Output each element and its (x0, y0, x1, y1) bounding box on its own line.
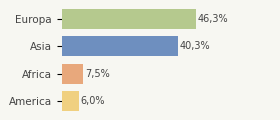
Bar (62, 64, 83, 84)
Text: 6,0%: 6,0% (80, 96, 105, 106)
Text: 46,3%: 46,3% (197, 14, 228, 24)
Text: 40,3%: 40,3% (180, 41, 210, 51)
Bar (62, 91, 79, 111)
Text: 7,5%: 7,5% (85, 69, 109, 79)
Bar (62, 9, 196, 29)
Bar (62, 36, 178, 56)
